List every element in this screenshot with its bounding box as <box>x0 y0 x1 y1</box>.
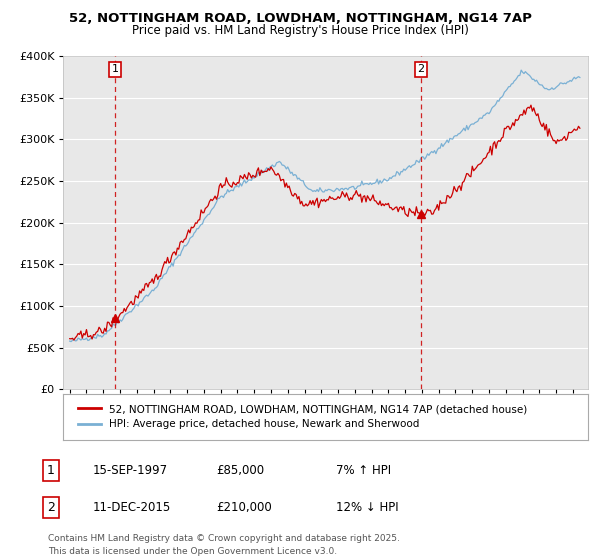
Text: 7% ↑ HPI: 7% ↑ HPI <box>336 464 391 477</box>
Legend: 52, NOTTINGHAM ROAD, LOWDHAM, NOTTINGHAM, NG14 7AP (detached house), HPI: Averag: 52, NOTTINGHAM ROAD, LOWDHAM, NOTTINGHAM… <box>73 400 531 433</box>
Text: £85,000: £85,000 <box>216 464 264 477</box>
Text: 12% ↓ HPI: 12% ↓ HPI <box>336 501 398 514</box>
Text: 2: 2 <box>418 64 425 74</box>
Text: 15-SEP-1997: 15-SEP-1997 <box>93 464 168 477</box>
Text: Contains HM Land Registry data © Crown copyright and database right 2025.
This d: Contains HM Land Registry data © Crown c… <box>48 534 400 556</box>
Text: 1: 1 <box>112 64 119 74</box>
Text: Price paid vs. HM Land Registry's House Price Index (HPI): Price paid vs. HM Land Registry's House … <box>131 24 469 36</box>
Text: 11-DEC-2015: 11-DEC-2015 <box>93 501 171 514</box>
Text: 52, NOTTINGHAM ROAD, LOWDHAM, NOTTINGHAM, NG14 7AP: 52, NOTTINGHAM ROAD, LOWDHAM, NOTTINGHAM… <box>68 12 532 25</box>
Text: 2: 2 <box>47 501 55 514</box>
Text: £210,000: £210,000 <box>216 501 272 514</box>
Text: 1: 1 <box>47 464 55 477</box>
